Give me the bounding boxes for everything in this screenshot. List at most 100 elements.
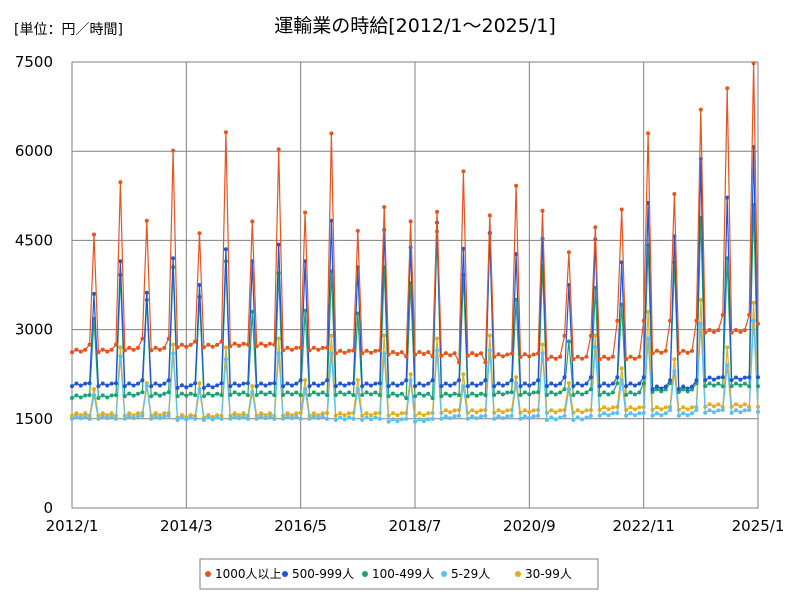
data-point bbox=[439, 394, 444, 399]
data-point bbox=[430, 354, 435, 359]
data-point bbox=[127, 391, 132, 396]
data-point bbox=[650, 390, 655, 394]
data-point bbox=[109, 393, 114, 398]
data-point bbox=[272, 393, 277, 398]
data-point bbox=[263, 413, 268, 418]
data-point bbox=[114, 342, 118, 347]
data-point bbox=[712, 377, 716, 382]
data-point bbox=[417, 417, 422, 422]
data-point bbox=[549, 408, 554, 413]
data-point bbox=[668, 378, 673, 383]
data-point bbox=[87, 393, 92, 398]
data-point bbox=[92, 291, 96, 296]
data-point bbox=[492, 355, 497, 359]
data-point bbox=[738, 330, 743, 334]
data-point bbox=[417, 350, 422, 354]
data-point bbox=[540, 342, 545, 347]
data-point bbox=[298, 416, 303, 421]
data-point bbox=[421, 383, 426, 388]
data-point bbox=[624, 413, 629, 418]
data-point bbox=[377, 381, 382, 386]
data-point bbox=[584, 354, 589, 359]
data-point bbox=[492, 384, 497, 389]
data-point bbox=[316, 416, 321, 421]
data-point bbox=[470, 381, 475, 386]
data-point bbox=[566, 339, 571, 344]
data-point bbox=[303, 308, 308, 313]
data-point bbox=[118, 180, 123, 185]
data-point bbox=[435, 348, 439, 353]
data-point bbox=[470, 391, 475, 396]
data-point bbox=[197, 231, 202, 236]
data-point bbox=[439, 384, 444, 389]
data-point bbox=[338, 411, 343, 416]
data-point bbox=[549, 354, 554, 359]
data-point bbox=[245, 381, 250, 386]
data-point bbox=[347, 348, 351, 353]
data-point bbox=[131, 416, 136, 421]
data-point bbox=[580, 356, 585, 361]
data-point bbox=[690, 387, 694, 392]
data-point bbox=[703, 410, 708, 415]
data-point bbox=[241, 381, 246, 386]
data-point bbox=[448, 393, 453, 398]
data-point bbox=[206, 391, 211, 396]
data-point bbox=[421, 352, 426, 356]
data-point bbox=[136, 411, 140, 416]
data-point bbox=[140, 378, 145, 383]
data-point bbox=[100, 414, 105, 419]
data-point bbox=[522, 390, 527, 395]
data-point bbox=[606, 413, 611, 418]
data-point bbox=[729, 384, 734, 389]
data-point bbox=[663, 384, 668, 389]
data-point bbox=[443, 351, 448, 356]
data-point bbox=[254, 416, 259, 421]
data-point bbox=[619, 366, 624, 371]
data-point bbox=[650, 387, 655, 392]
data-point bbox=[228, 393, 233, 397]
data-point bbox=[171, 148, 176, 153]
legend-marker bbox=[362, 571, 368, 577]
data-point bbox=[637, 405, 642, 410]
data-point bbox=[443, 414, 448, 419]
data-point bbox=[386, 352, 391, 357]
data-point bbox=[241, 411, 246, 416]
data-point bbox=[668, 318, 673, 323]
data-point bbox=[391, 391, 395, 396]
data-point bbox=[408, 372, 413, 377]
data-point bbox=[496, 352, 501, 357]
data-point bbox=[250, 384, 255, 389]
data-point bbox=[307, 393, 312, 397]
data-point bbox=[676, 387, 681, 392]
data-point bbox=[417, 391, 422, 396]
data-point bbox=[241, 390, 246, 395]
data-point bbox=[285, 414, 290, 419]
data-point bbox=[663, 411, 668, 416]
data-point bbox=[522, 352, 527, 357]
data-point bbox=[483, 413, 488, 418]
data-point bbox=[272, 342, 277, 347]
data-point bbox=[74, 414, 79, 419]
data-point bbox=[281, 393, 286, 397]
data-point bbox=[395, 419, 400, 424]
data-point bbox=[575, 390, 580, 395]
data-point bbox=[320, 381, 325, 386]
data-point bbox=[289, 392, 294, 397]
data-point bbox=[531, 408, 536, 413]
data-point bbox=[571, 384, 576, 389]
data-point bbox=[628, 354, 633, 359]
data-point bbox=[738, 377, 743, 382]
data-point bbox=[659, 413, 664, 418]
data-point bbox=[171, 256, 176, 261]
data-point bbox=[751, 318, 756, 323]
data-point bbox=[479, 408, 483, 413]
data-point bbox=[707, 328, 712, 332]
data-point bbox=[298, 378, 303, 383]
grid bbox=[72, 62, 758, 508]
data-point bbox=[78, 383, 83, 388]
data-point bbox=[162, 381, 167, 386]
data-point bbox=[452, 408, 457, 413]
data-point bbox=[738, 410, 743, 415]
data-point bbox=[610, 354, 615, 359]
data-point bbox=[162, 411, 167, 416]
